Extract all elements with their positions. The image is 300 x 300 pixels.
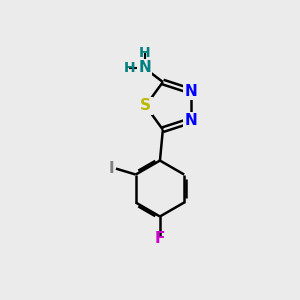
Text: N: N — [184, 84, 197, 99]
Text: N: N — [184, 113, 197, 128]
Text: H: H — [124, 61, 135, 75]
Text: H: H — [139, 46, 150, 61]
Text: N: N — [138, 60, 151, 75]
Text: I: I — [109, 161, 114, 176]
Text: S: S — [140, 98, 151, 113]
Text: F: F — [155, 231, 165, 246]
